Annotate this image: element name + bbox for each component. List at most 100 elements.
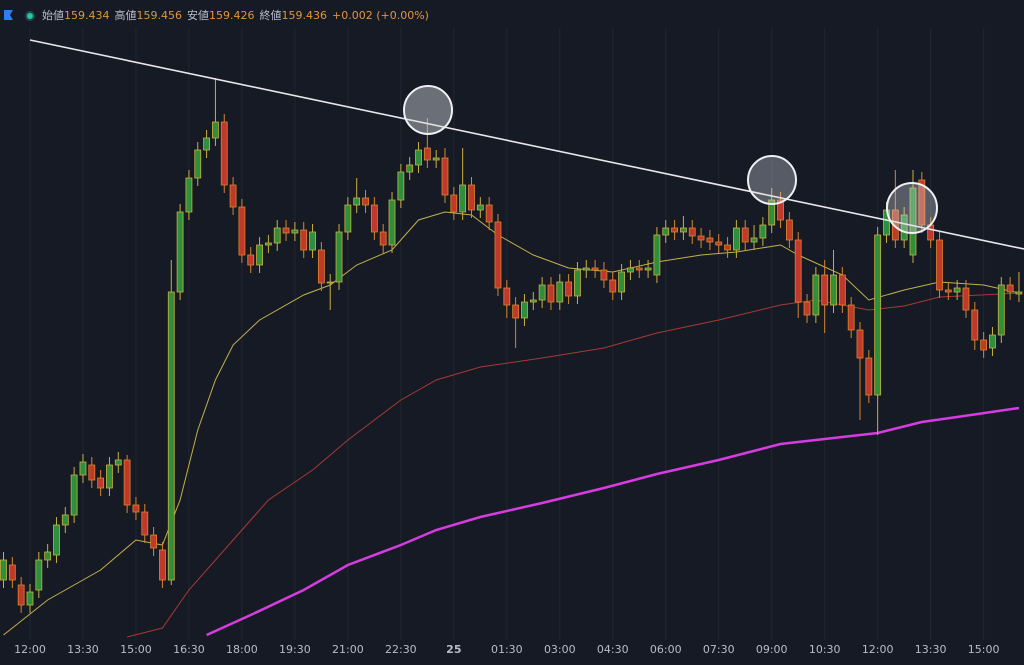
highlight-circle	[403, 85, 453, 135]
candle-body	[415, 149, 422, 166]
candle-body	[326, 281, 334, 284]
candle-body	[635, 267, 643, 271]
candle-body	[936, 239, 943, 291]
x-tick-label: 12:00	[862, 643, 894, 656]
header-value: 159.434	[64, 9, 110, 22]
trend-line	[29, 39, 1024, 250]
candle-body	[865, 357, 873, 396]
candle-body	[644, 267, 652, 271]
candle-body	[918, 179, 926, 226]
candle-body	[70, 474, 78, 516]
candle-body	[379, 231, 387, 246]
candle-body	[291, 229, 299, 234]
x-tick-label: 01:30	[491, 643, 523, 656]
candle-body	[706, 237, 714, 243]
candle-body	[812, 274, 820, 316]
highlight-circle	[747, 155, 797, 205]
header-label: 始値	[42, 8, 64, 22]
candle-body	[688, 227, 696, 237]
x-tick-label: 15:00	[120, 643, 152, 656]
candle-body	[724, 244, 731, 251]
candle-body	[512, 304, 520, 319]
x-tick-label: 06:00	[650, 643, 682, 656]
candle-body	[671, 227, 678, 233]
candle-body	[353, 197, 361, 206]
header-value: 159.436	[282, 9, 328, 22]
candle-body	[777, 199, 784, 221]
candle-body	[35, 559, 43, 591]
candle-body	[114, 459, 122, 466]
candle-body	[944, 289, 952, 293]
candle-body	[680, 227, 687, 233]
candle-body	[459, 184, 467, 213]
header: 始値159.434 高値159.456 安値159.426 終値159.436 +0.0…	[4, 8, 429, 22]
x-tick-label: 04:30	[597, 643, 629, 656]
candle-body	[203, 137, 210, 151]
candle-body	[785, 219, 793, 241]
candle-body	[715, 241, 723, 246]
candle-body	[247, 254, 255, 266]
header-value: 159.456	[137, 9, 183, 22]
ma-line	[126, 292, 1020, 638]
candle-body	[971, 309, 979, 341]
candle-body	[556, 281, 564, 303]
candle-body	[856, 329, 864, 359]
candle-body	[618, 271, 625, 293]
x-tick-label: 09:00	[756, 643, 788, 656]
candle-body	[900, 214, 908, 241]
moving-averages	[3, 211, 1020, 638]
candles	[0, 78, 1023, 613]
candle-body	[609, 279, 617, 293]
candle-body	[1006, 284, 1014, 293]
candle-body	[8, 564, 16, 581]
candle-body	[821, 274, 829, 306]
ma-line	[3, 211, 1020, 636]
candle-body	[838, 274, 846, 306]
candle-body	[17, 584, 25, 606]
candle-body	[441, 157, 449, 196]
candle-body	[803, 301, 811, 316]
candle-body	[600, 269, 608, 281]
candle-body	[909, 187, 917, 256]
candle-body	[0, 559, 7, 581]
candle-body	[406, 164, 414, 173]
candle-body	[468, 184, 475, 211]
x-tick-label: 22:30	[385, 643, 417, 656]
x-tick-label: 25	[446, 643, 461, 656]
candle-body	[88, 464, 96, 481]
candle-body	[450, 194, 458, 213]
x-tick-label: 03:00	[544, 643, 576, 656]
candle-body	[309, 231, 316, 251]
candle-body	[574, 269, 581, 297]
candle-body	[256, 244, 263, 266]
candle-body	[317, 249, 325, 284]
candle-body	[653, 234, 661, 276]
candle-body	[874, 234, 882, 396]
candle-body	[962, 287, 970, 311]
candle-body	[847, 304, 855, 331]
candle-body	[741, 227, 749, 243]
candle-body	[370, 204, 378, 233]
candle-body	[768, 199, 776, 226]
x-tick-label: 18:00	[226, 643, 258, 656]
candle-body	[794, 239, 802, 303]
candle-body	[989, 334, 996, 349]
candle-body	[79, 461, 87, 476]
candle-body	[397, 171, 405, 201]
x-tick-label: 12:00	[14, 643, 46, 656]
candle-body	[185, 177, 193, 213]
header-label: 安値	[187, 8, 209, 22]
candle-body	[953, 287, 961, 293]
x-tick-label: 19:30	[279, 643, 311, 656]
candle-body	[538, 284, 546, 301]
candle-body	[388, 199, 396, 246]
candle-body	[662, 227, 670, 236]
highlight-circle	[886, 182, 938, 234]
candle-body	[476, 204, 484, 211]
candle-body	[1015, 291, 1023, 295]
candle-body	[264, 242, 272, 246]
drawings	[29, 39, 1024, 250]
header-change: +0.002 (+0.00%)	[332, 9, 429, 22]
candle-body	[750, 237, 758, 243]
candle-body	[732, 227, 740, 251]
